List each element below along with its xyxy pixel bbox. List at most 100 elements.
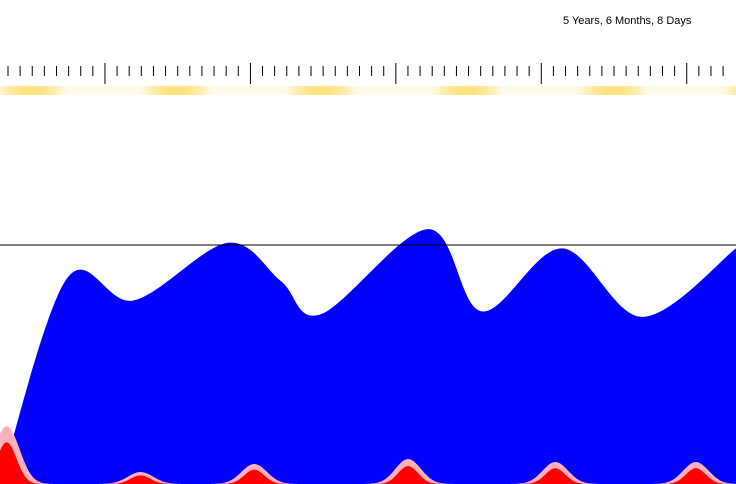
season-band-segment	[432, 86, 434, 95]
season-band-segment	[702, 86, 704, 95]
season-band-segment	[122, 86, 124, 95]
season-band-segment	[362, 86, 364, 95]
season-band-segment	[464, 86, 466, 95]
season-band-segment	[604, 86, 606, 95]
season-band-segment	[150, 86, 152, 95]
season-band-segment	[262, 86, 264, 95]
season-band-segment	[244, 86, 246, 95]
season-band-segment	[292, 86, 294, 95]
season-band-segment	[634, 86, 636, 95]
season-band-segment	[62, 86, 64, 95]
season-band-segment	[538, 86, 540, 95]
season-band-segment	[342, 86, 344, 95]
season-band-segment	[422, 86, 424, 95]
season-band-segment	[182, 86, 184, 95]
season-band-segment	[486, 86, 488, 95]
season-band-segment	[232, 86, 234, 95]
season-band-segment	[438, 86, 440, 95]
season-band-segment	[576, 86, 578, 95]
season-band-segment	[594, 86, 596, 95]
season-band-segment	[364, 86, 366, 95]
season-band-segment	[100, 86, 102, 95]
season-band-segment	[568, 86, 570, 95]
season-band-segment	[130, 86, 132, 95]
season-band-segment	[496, 86, 498, 95]
season-band-segment	[20, 86, 22, 95]
season-band-segment	[216, 86, 218, 95]
season-band-segment	[128, 86, 130, 95]
season-band-segment	[720, 86, 722, 95]
season-band-segment	[470, 86, 472, 95]
season-band-segment	[290, 86, 292, 95]
season-band-segment	[670, 86, 672, 95]
season-band-segment	[398, 86, 400, 95]
season-band-segment	[728, 86, 730, 95]
season-band-segment	[618, 86, 620, 95]
season-band-segment	[480, 86, 482, 95]
season-band-segment	[374, 86, 376, 95]
season-band-segment	[640, 86, 642, 95]
season-band-segment	[174, 86, 176, 95]
season-band-segment	[452, 86, 454, 95]
season-band-segment	[2, 86, 4, 95]
season-band-segment	[126, 86, 128, 95]
season-band-segment	[272, 86, 274, 95]
season-band-segment	[622, 86, 624, 95]
season-band-segment	[198, 86, 200, 95]
season-band-segment	[376, 86, 378, 95]
season-band-segment	[338, 86, 340, 95]
season-band-segment	[662, 86, 664, 95]
season-band-segment	[94, 86, 96, 95]
season-band-segment	[616, 86, 618, 95]
season-band-segment	[246, 86, 248, 95]
season-band-segment	[650, 86, 652, 95]
season-band-segment	[310, 86, 312, 95]
season-band-segment	[426, 86, 428, 95]
season-band-segment	[450, 86, 452, 95]
season-band-segment	[224, 86, 226, 95]
season-band-segment	[388, 86, 390, 95]
season-band-segment	[524, 86, 526, 95]
season-band-segment	[348, 86, 350, 95]
season-band-segment	[476, 86, 478, 95]
season-band-segment	[72, 86, 74, 95]
season-band-segment	[500, 86, 502, 95]
season-band-segment	[88, 86, 90, 95]
season-band-segment	[414, 86, 416, 95]
season-band-segment	[298, 86, 300, 95]
season-band-segment	[0, 86, 2, 95]
season-band-segment	[698, 86, 700, 95]
season-band-segment	[688, 86, 690, 95]
season-band-segment	[554, 86, 556, 95]
season-band-segment	[386, 86, 388, 95]
season-band-segment	[296, 86, 298, 95]
season-band-segment	[478, 86, 480, 95]
season-band-segment	[548, 86, 550, 95]
season-band-segment	[444, 86, 446, 95]
season-band-segment	[600, 86, 602, 95]
season-band-segment	[584, 86, 586, 95]
season-band-segment	[138, 86, 140, 95]
ruler-ticks	[7, 63, 724, 84]
season-band-segment	[726, 86, 728, 95]
season-band-segment	[566, 86, 568, 95]
season-band-segment	[488, 86, 490, 95]
season-band-segment	[336, 86, 338, 95]
season-band-segment	[344, 86, 346, 95]
season-band-segment	[532, 86, 534, 95]
season-band-segment	[180, 86, 182, 95]
season-band-segment	[518, 86, 520, 95]
season-band-segment	[134, 86, 136, 95]
season-band-segment	[162, 86, 164, 95]
elapsed-time-label: 5 Years, 6 Months, 8 Days	[563, 15, 692, 27]
season-band-segment	[570, 86, 572, 95]
season-band-segment	[74, 86, 76, 95]
season-band-segment	[574, 86, 576, 95]
season-band-segment	[12, 86, 14, 95]
season-band-segment	[270, 86, 272, 95]
season-band-segment	[358, 86, 360, 95]
season-band-segment	[346, 86, 348, 95]
season-band-segment	[710, 86, 712, 95]
season-band-segment	[172, 86, 174, 95]
season-band-segment	[280, 86, 282, 95]
